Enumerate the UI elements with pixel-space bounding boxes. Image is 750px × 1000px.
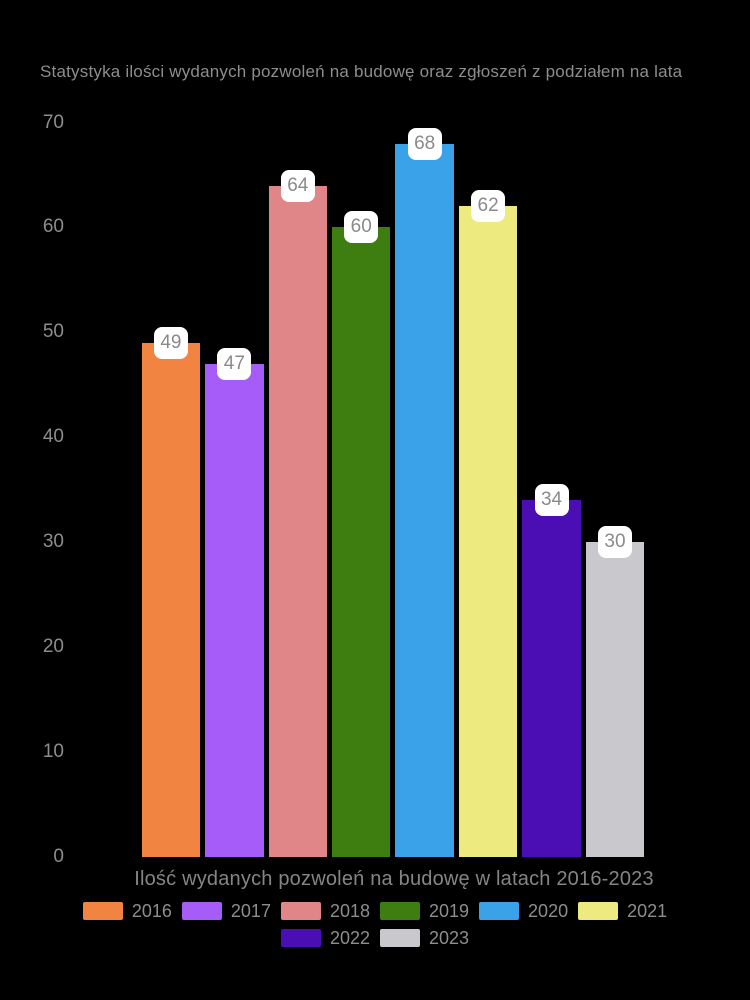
y-axis-tick-40: 40 — [42, 426, 64, 448]
y-axis: 0 10 20 30 40 50 60 70 — [0, 0, 64, 1000]
y-axis-tick-70: 70 — [42, 111, 64, 133]
bar-value-label-2022: 34 — [534, 484, 569, 517]
legend-label-2021: 2021 — [627, 900, 668, 921]
bar-value-label-2017: 47 — [217, 347, 252, 380]
bar-value-label-2021: 62 — [471, 190, 506, 223]
x-axis-label: Ilość wydanych pozwoleń na budowę w lata… — [134, 868, 654, 890]
chart-title: Statystyka ilości wydanych pozwoleń na b… — [40, 62, 683, 81]
legend-swatch-2021 — [578, 902, 619, 920]
legend-swatch-2023 — [380, 929, 420, 947]
legend-item-2020: 2020 — [479, 901, 568, 921]
y-axis-tick-30: 30 — [42, 531, 64, 553]
bar-value-label-2018: 64 — [280, 169, 315, 202]
y-axis-tick-60: 60 — [42, 216, 64, 238]
legend-label-2022: 2022 — [329, 927, 370, 948]
legend-swatch-2016 — [82, 902, 123, 920]
bar-2021 — [458, 206, 518, 857]
legend-label-2017: 2017 — [230, 900, 271, 921]
bar-2023 — [585, 542, 645, 857]
legend-label-2018: 2018 — [329, 900, 370, 921]
y-axis-tick-50: 50 — [42, 321, 64, 343]
y-axis-tick-0: 0 — [53, 846, 64, 867]
legend-label-2019: 2019 — [429, 900, 470, 921]
y-axis-tick-20: 20 — [42, 636, 64, 658]
legend-item-2017: 2017 — [181, 900, 271, 921]
legend-label-2016: 2016 — [131, 900, 172, 921]
legend-item-2023: 2023 — [380, 928, 469, 948]
bar-2019 — [331, 227, 391, 857]
legend-item-2021: 2021 — [578, 901, 667, 921]
legend-item-2018: 2018 — [280, 900, 370, 921]
bar-value-label-2016: 49 — [153, 326, 188, 359]
legend-item-2022: 2022 — [280, 927, 370, 948]
legend-item-2016: 2016 — [82, 900, 172, 921]
y-axis-tick-10: 10 — [42, 741, 64, 763]
legend-swatch-2022 — [280, 929, 321, 947]
bar-2020 — [395, 143, 454, 857]
bar-value-label-2020: 68 — [407, 127, 442, 160]
legend-label-2020: 2020 — [528, 900, 569, 921]
legend-swatch-2017 — [181, 902, 222, 920]
legend-swatch-2018 — [280, 902, 321, 920]
legend-swatch-2020 — [479, 902, 520, 920]
bar-value-label-2019: 60 — [344, 211, 379, 244]
bar-value-label-2023: 30 — [597, 526, 632, 559]
bar-2022 — [522, 500, 581, 857]
legend-label-2023: 2023 — [429, 927, 470, 948]
bar-2016 — [141, 342, 201, 857]
legend-swatch-2019 — [380, 902, 420, 920]
bar-2017 — [205, 363, 264, 857]
legend-item-2019: 2019 — [380, 901, 469, 921]
legend: 2016 2017 2018 2019 2020 2021 2022 2023 — [55, 901, 695, 948]
bar-2018 — [268, 185, 328, 857]
